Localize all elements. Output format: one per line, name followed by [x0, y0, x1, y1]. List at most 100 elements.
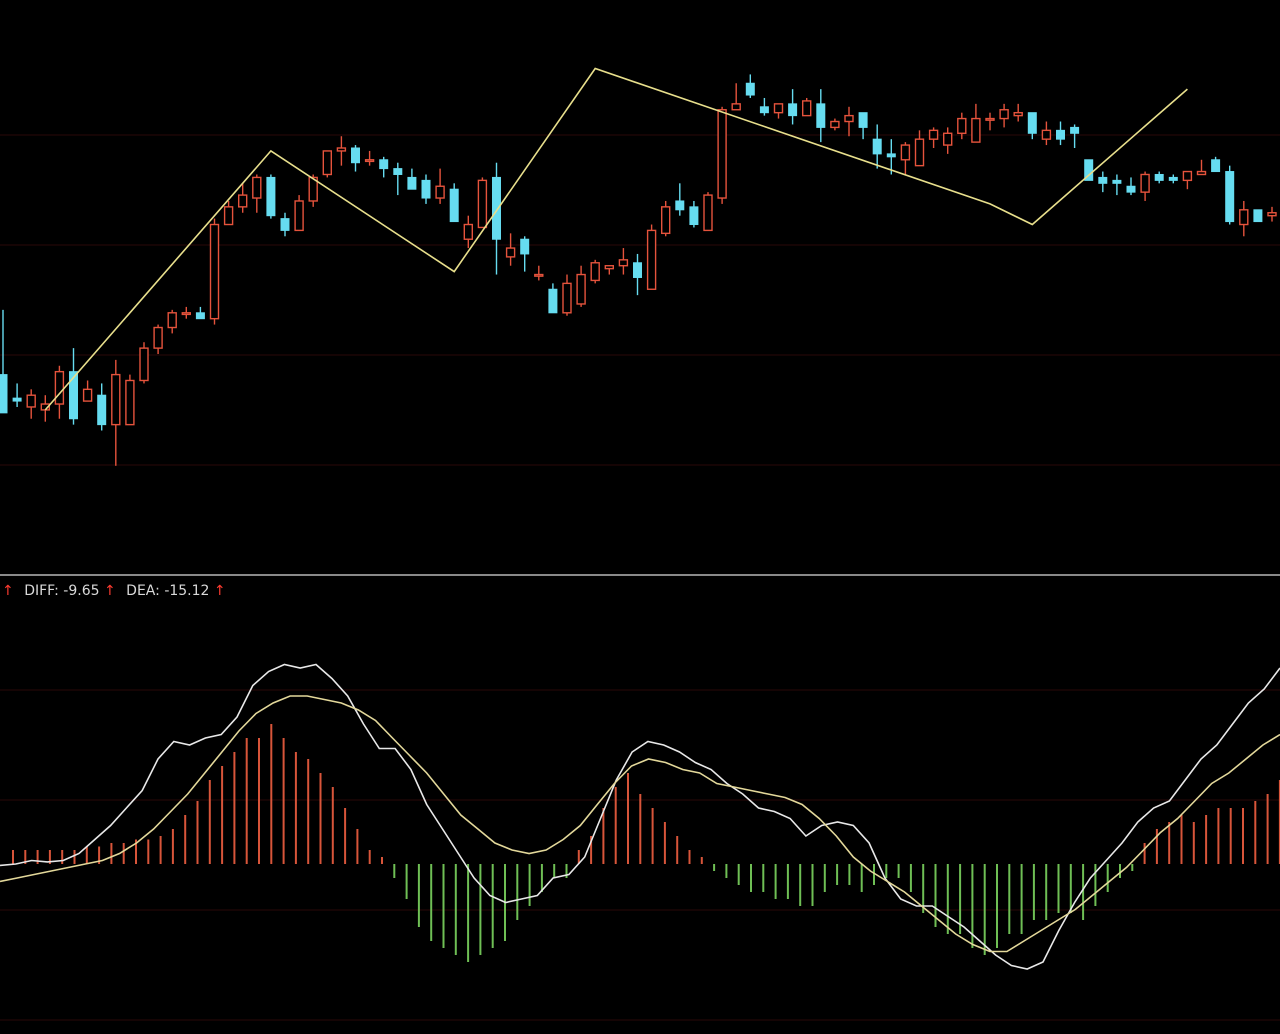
candle-body-up [463, 223, 473, 240]
candle-body-down [407, 176, 417, 190]
candle-body-up [604, 265, 614, 270]
candlestick-price-chart[interactable] [0, 0, 1280, 575]
candle-body-up [26, 394, 36, 408]
candle-body-down [1154, 173, 1164, 181]
zigzag-trend-line [44, 67, 1188, 411]
candle-body-up [928, 129, 939, 140]
candle-body-up [111, 373, 121, 426]
candle-body-up [1041, 129, 1052, 140]
candle-body-down [393, 168, 403, 175]
candle-body-up [40, 403, 50, 411]
candle-body-down [1253, 209, 1263, 223]
candle-body-down [1070, 126, 1080, 134]
diff-arrow-icon: ↑ [103, 583, 116, 599]
candle-body-down [97, 394, 107, 426]
candle-body-up [252, 176, 262, 199]
candle-body-up [830, 120, 840, 129]
candle-body-down [1027, 112, 1037, 134]
candle-body-down [872, 138, 882, 155]
candle-body-up [999, 109, 1009, 120]
dea-label: DEA: [126, 583, 160, 599]
candle-body-down [449, 188, 459, 223]
candle-body-down [1056, 129, 1065, 140]
candle-body-up [590, 262, 600, 282]
candle-body-down [548, 288, 558, 314]
dea-value: -15.12 [164, 583, 210, 599]
candle-body-up [576, 273, 586, 305]
diff-arrow-icon-left: ↑ [2, 583, 14, 599]
candle-body-up [223, 206, 234, 226]
candle-body-up [237, 194, 248, 208]
candle-body-up [209, 223, 220, 320]
dea-arrow-icon: ↑ [213, 583, 226, 599]
candle-body-up [914, 138, 925, 167]
candle-body-up [294, 200, 304, 232]
candle-body-down [492, 176, 501, 240]
candle-body-up [1196, 170, 1207, 176]
candle-body-up [646, 229, 657, 290]
pane-divider-line [0, 574, 1280, 576]
candle-body-up [534, 273, 544, 277]
candle-body-down [520, 238, 530, 255]
candle-body-down [858, 112, 868, 128]
candle-body-down [745, 82, 755, 96]
macd-legend: ↑ DIFF: -9.65 ↑ DEA: -15.12 ↑ [2, 582, 226, 600]
candle-body-down [1168, 176, 1178, 181]
candle-body-down [1098, 176, 1108, 184]
candle-body-up [1182, 170, 1193, 182]
candle-body-up [1013, 111, 1023, 117]
candle-body-down [788, 103, 798, 117]
candle-body-down [759, 106, 769, 114]
candle-body-down [689, 206, 699, 226]
candle-body-down [1211, 159, 1221, 173]
candle-body-down [1126, 185, 1136, 193]
candle-body-down [351, 147, 360, 164]
candle-body-down [633, 262, 642, 278]
candle-body-up [985, 117, 995, 121]
candle-body-up [703, 194, 713, 232]
candle-body-down [379, 159, 389, 170]
candle-body-down [1225, 171, 1235, 223]
dea-line [0, 695, 1280, 953]
candle-body-up [322, 150, 332, 176]
pane-divider[interactable] [0, 573, 1280, 577]
candle-body-up [957, 117, 967, 134]
candle-body-up [717, 109, 727, 199]
candle-body-up [308, 176, 318, 202]
candle-body-down [0, 374, 8, 414]
candle-body-up [943, 132, 953, 146]
candle-body-up [505, 247, 516, 258]
candle-body-down [421, 179, 431, 199]
candle-body-down [12, 397, 22, 402]
candle-body-down [1112, 179, 1122, 184]
candle-body-up [900, 144, 911, 161]
candle-body-up [477, 179, 488, 229]
candle-body-up [181, 312, 192, 316]
candle-body-up [971, 117, 981, 143]
candle-body-up [54, 370, 65, 405]
candle-body-down [69, 371, 78, 420]
candle-body-up [562, 282, 572, 314]
candle-body-up [618, 259, 629, 267]
candle-body-up [82, 388, 93, 402]
candle-body-down [266, 176, 276, 217]
diff-value: -9.65 [63, 583, 100, 599]
candle-body-up [435, 185, 445, 199]
candle-body-down [1084, 159, 1094, 181]
candle-body-up [844, 114, 854, 123]
candle-body-up [153, 326, 163, 349]
candle-body-down [816, 103, 826, 128]
candle-body-up [167, 312, 177, 329]
candle-body-up [1239, 209, 1249, 226]
candle-body-up [364, 159, 375, 163]
macd-indicator-chart[interactable] [0, 604, 1280, 1034]
candle-body-up [1267, 212, 1277, 217]
candle-body-down [280, 218, 290, 231]
candle-body-up [336, 147, 347, 152]
candle-body-down [675, 200, 685, 211]
candle-body-up [139, 347, 149, 382]
candle-body-down [195, 312, 205, 320]
candle-body-up [802, 100, 812, 117]
candle-body-up [125, 379, 135, 426]
